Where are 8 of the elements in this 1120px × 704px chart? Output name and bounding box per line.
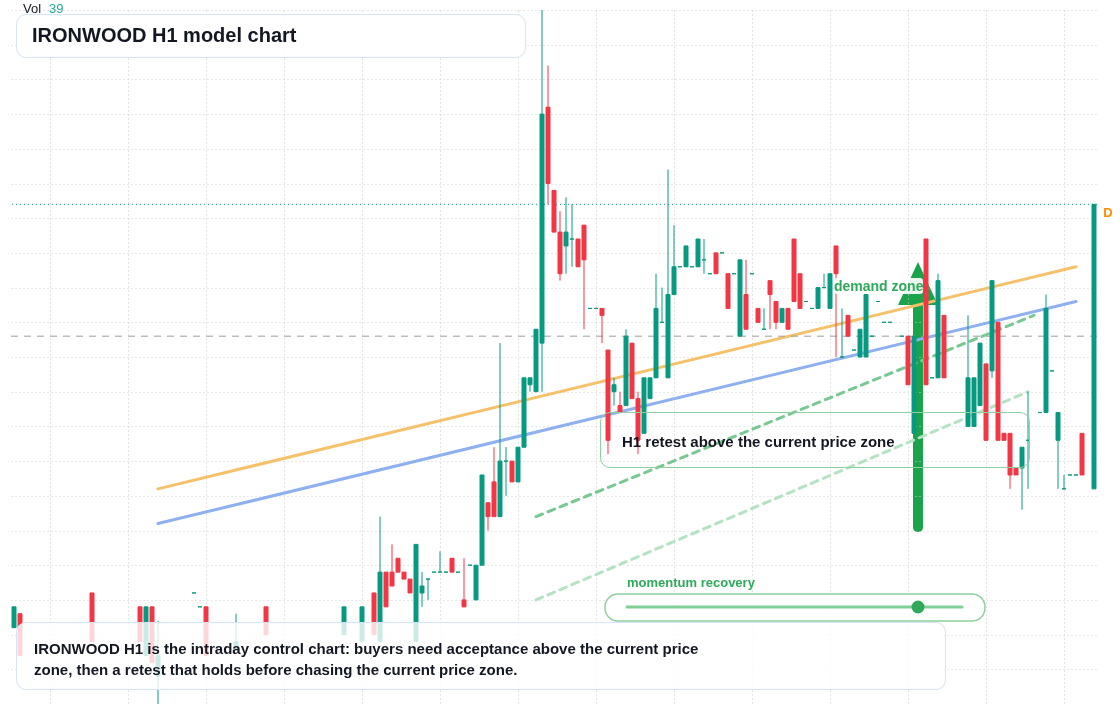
annotation: Vol <box>23 1 42 16</box>
title-panel: IRONWOOD H1 model chart <box>16 14 526 58</box>
annotation: demand zone <box>834 278 924 294</box>
annotation: IRONWOOD H1 is the intraday control chart: buyers need acceptance above the current price zone, then a retest that holds before chasing the current price zone. <box>34 639 700 680</box>
annotation: H1 retest above the current price zone <box>622 433 895 450</box>
ref-line-label: D <box>1103 205 1113 221</box>
annotation: 39 <box>49 1 64 16</box>
annotation: momentum recovery <box>627 575 755 590</box>
